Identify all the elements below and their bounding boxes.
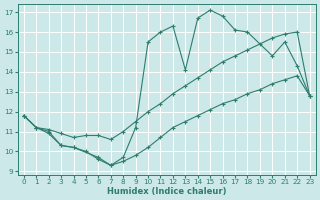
X-axis label: Humidex (Indice chaleur): Humidex (Indice chaleur) (107, 187, 227, 196)
